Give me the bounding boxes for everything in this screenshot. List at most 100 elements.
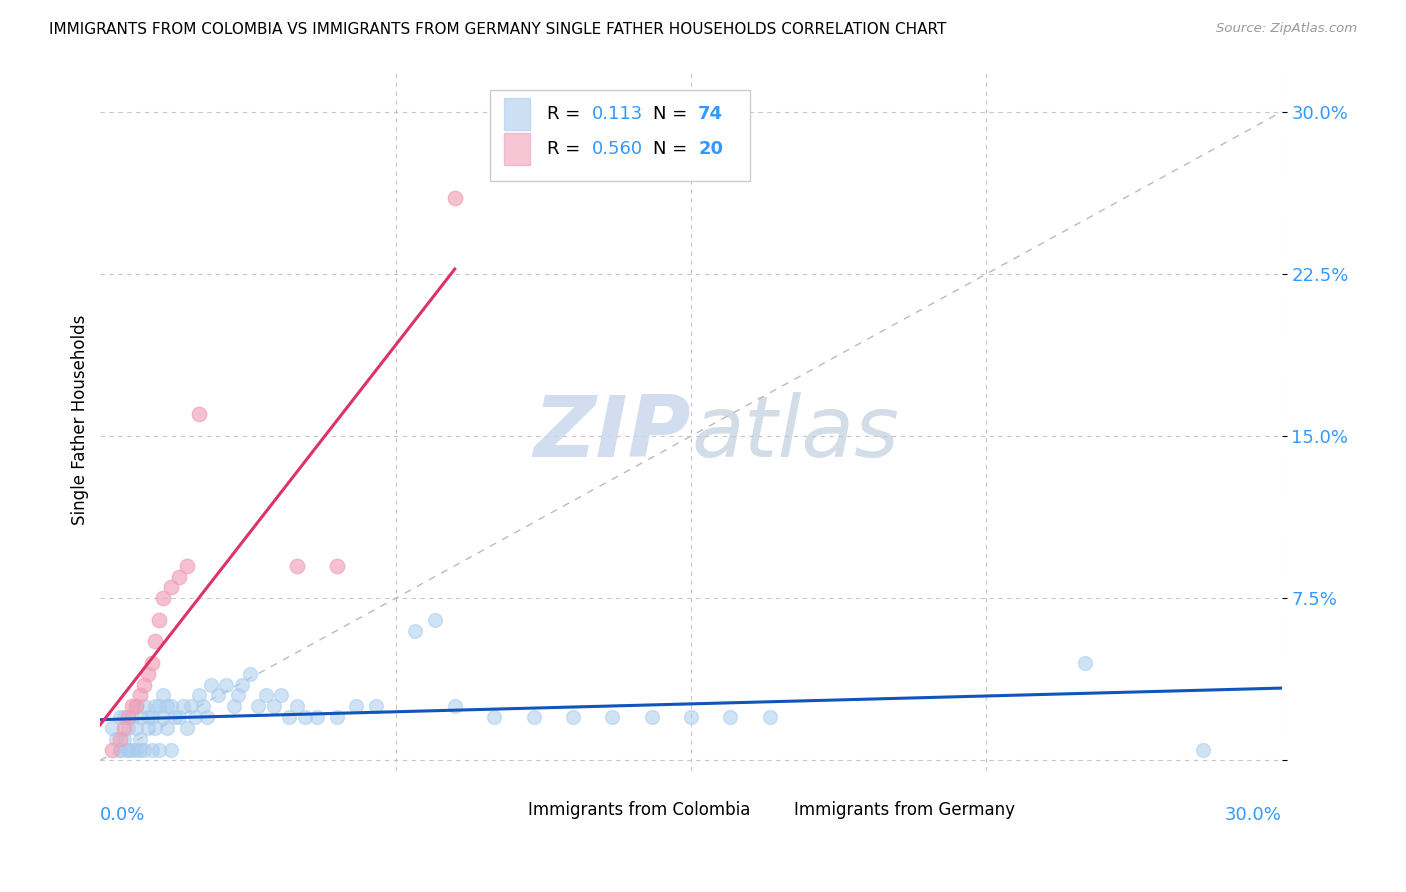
Point bbox=[160, 580, 183, 594]
Point bbox=[364, 699, 387, 714]
Point bbox=[101, 742, 124, 756]
Point bbox=[167, 569, 190, 583]
Point bbox=[325, 710, 347, 724]
Point bbox=[117, 742, 139, 756]
Text: IMMIGRANTS FROM COLOMBIA VS IMMIGRANTS FROM GERMANY SINGLE FATHER HOUSEHOLDS COR: IMMIGRANTS FROM COLOMBIA VS IMMIGRANTS F… bbox=[49, 22, 946, 37]
Point bbox=[152, 710, 174, 724]
Point bbox=[105, 731, 128, 746]
Point bbox=[128, 731, 150, 746]
FancyBboxPatch shape bbox=[756, 799, 786, 822]
Point bbox=[128, 710, 150, 724]
Text: Immigrants from Germany: Immigrants from Germany bbox=[794, 801, 1015, 819]
Y-axis label: Single Father Households: Single Father Households bbox=[72, 315, 89, 525]
Point bbox=[215, 678, 238, 692]
Point bbox=[145, 721, 167, 735]
FancyBboxPatch shape bbox=[505, 133, 530, 165]
Point bbox=[224, 699, 246, 714]
Point bbox=[145, 699, 167, 714]
Point bbox=[141, 656, 163, 670]
Point bbox=[239, 666, 262, 681]
Point bbox=[112, 710, 135, 724]
Point bbox=[125, 721, 148, 735]
Point bbox=[148, 742, 170, 756]
Point bbox=[117, 742, 139, 756]
Point bbox=[404, 624, 426, 638]
FancyBboxPatch shape bbox=[491, 89, 751, 181]
Point bbox=[172, 699, 194, 714]
Point bbox=[561, 710, 583, 724]
Text: 20: 20 bbox=[699, 140, 723, 158]
Text: Source: ZipAtlas.com: Source: ZipAtlas.com bbox=[1216, 22, 1357, 36]
Point bbox=[294, 710, 316, 724]
Point bbox=[285, 558, 308, 573]
Point bbox=[207, 689, 229, 703]
Point bbox=[125, 699, 148, 714]
Point bbox=[141, 742, 163, 756]
Text: R =: R = bbox=[547, 105, 586, 123]
Text: R =: R = bbox=[547, 140, 586, 158]
Text: 0.0%: 0.0% bbox=[100, 806, 146, 824]
Point bbox=[759, 710, 782, 724]
Point bbox=[187, 408, 209, 422]
Point bbox=[148, 699, 170, 714]
Text: 74: 74 bbox=[699, 105, 723, 123]
Point bbox=[121, 742, 143, 756]
Point bbox=[718, 710, 741, 724]
Point bbox=[136, 666, 159, 681]
Point bbox=[191, 699, 214, 714]
Point bbox=[195, 710, 218, 724]
Point bbox=[145, 634, 167, 648]
Text: 30.0%: 30.0% bbox=[1225, 806, 1282, 824]
Point bbox=[152, 689, 174, 703]
Point bbox=[482, 710, 505, 724]
Point bbox=[522, 710, 544, 724]
Point bbox=[167, 710, 190, 724]
Point bbox=[231, 678, 253, 692]
Text: ZIP: ZIP bbox=[533, 392, 690, 475]
Point bbox=[176, 558, 198, 573]
Point bbox=[101, 721, 124, 735]
Point bbox=[180, 699, 202, 714]
Point bbox=[187, 689, 209, 703]
Point bbox=[285, 699, 308, 714]
Text: atlas: atlas bbox=[690, 392, 898, 475]
Point bbox=[325, 558, 347, 573]
Point bbox=[305, 710, 328, 724]
Point bbox=[443, 191, 465, 205]
Point bbox=[160, 742, 183, 756]
Point bbox=[108, 742, 131, 756]
Point bbox=[443, 699, 465, 714]
Point bbox=[176, 721, 198, 735]
Point bbox=[125, 699, 148, 714]
FancyBboxPatch shape bbox=[491, 799, 520, 822]
Point bbox=[640, 710, 662, 724]
Point bbox=[136, 721, 159, 735]
Point bbox=[160, 699, 183, 714]
Point bbox=[156, 699, 179, 714]
Point bbox=[344, 699, 367, 714]
Point bbox=[152, 591, 174, 606]
Point bbox=[121, 710, 143, 724]
Point bbox=[108, 710, 131, 724]
Point bbox=[132, 699, 155, 714]
Text: Immigrants from Colombia: Immigrants from Colombia bbox=[529, 801, 751, 819]
Point bbox=[226, 689, 249, 703]
Point bbox=[679, 710, 702, 724]
Point bbox=[112, 731, 135, 746]
Point bbox=[156, 721, 179, 735]
Point bbox=[148, 613, 170, 627]
Text: 0.560: 0.560 bbox=[592, 140, 643, 158]
Point bbox=[165, 710, 187, 724]
Point bbox=[600, 710, 623, 724]
Point bbox=[278, 710, 301, 724]
Point bbox=[117, 710, 139, 724]
Point bbox=[128, 742, 150, 756]
Text: 0.113: 0.113 bbox=[592, 105, 643, 123]
Point bbox=[121, 699, 143, 714]
Point bbox=[112, 721, 135, 735]
FancyBboxPatch shape bbox=[505, 98, 530, 129]
Point bbox=[200, 678, 222, 692]
Point bbox=[108, 731, 131, 746]
Point bbox=[246, 699, 269, 714]
Point bbox=[117, 721, 139, 735]
